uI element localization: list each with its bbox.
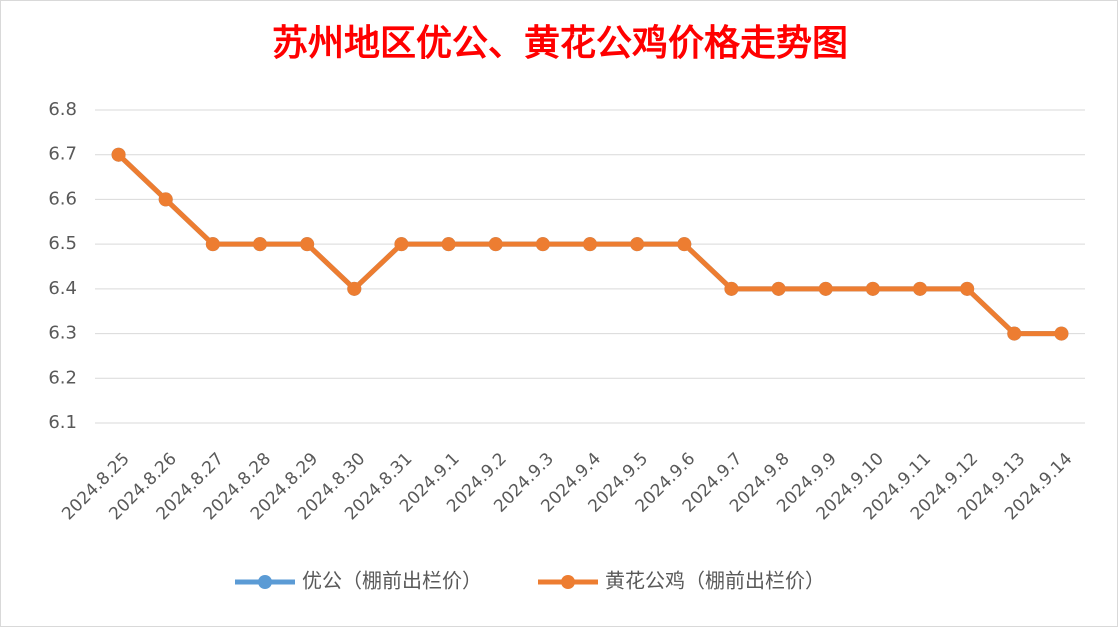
point-marker: [960, 281, 975, 296]
legend-marker: [561, 575, 575, 589]
point-marker: [111, 147, 126, 162]
chart-title: 苏州地区优公、黄花公鸡价格走势图: [272, 22, 848, 64]
point-marker: [488, 237, 503, 252]
y-tick-label: 6.3: [48, 323, 77, 344]
point-marker: [630, 237, 645, 252]
point-marker: [913, 281, 927, 296]
y-tick-label: 6.8: [48, 99, 77, 120]
point-marker: [1007, 326, 1022, 341]
point-marker: [771, 281, 786, 296]
point-marker: [535, 237, 550, 252]
y-tick-label: 6.6: [48, 188, 77, 209]
point-marker: [1054, 326, 1069, 341]
point-marker: [677, 237, 692, 252]
point-marker: [205, 237, 220, 252]
point-marker: [724, 281, 739, 296]
point-marker: [253, 237, 267, 252]
legend-label: 优公（棚前出栏价）: [302, 569, 482, 593]
point-marker: [394, 237, 409, 252]
point-marker: [300, 237, 315, 252]
legend-marker: [258, 575, 272, 589]
point-marker: [865, 281, 880, 296]
point-marker: [347, 281, 362, 296]
y-tick-label: 6.4: [48, 278, 77, 299]
y-tick-label: 6.2: [48, 367, 77, 388]
point-marker: [158, 192, 173, 207]
y-tick-label: 6.7: [48, 144, 77, 165]
point-marker: [583, 237, 597, 252]
point-marker: [818, 281, 833, 296]
y-tick-label: 6.5: [48, 233, 77, 254]
point-marker: [441, 237, 456, 252]
y-tick-label: 6.1: [48, 412, 77, 433]
legend-label: 黄花公鸡（棚前出栏价）: [605, 569, 825, 593]
